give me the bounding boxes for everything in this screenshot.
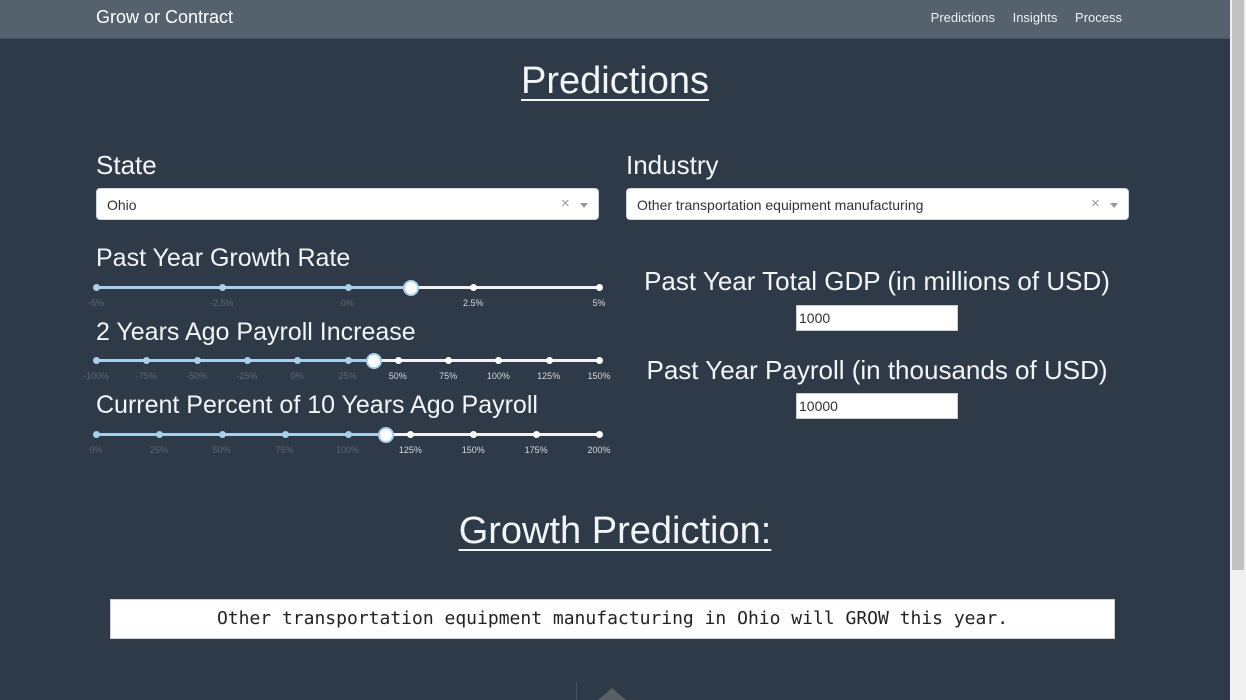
clear-icon[interactable]: × (1091, 195, 1100, 212)
slider-step-dot[interactable] (294, 357, 302, 364)
payroll-increase-slider[interactable]: -100% -75% -50% -25% 0% 25% 50% 75% 100% 125% 150% (83, 351, 611, 381)
top-navbar: Grow or Contract Predictions Insights Pr… (0, 0, 1230, 39)
slider-tick-label: 100% (335, 445, 360, 455)
slider-step-dot[interactable] (243, 357, 251, 364)
slider-step-dot[interactable] (470, 431, 478, 438)
state-selected-value: Ohio (107, 197, 137, 213)
nav-link-insights[interactable]: Insights (1012, 10, 1058, 25)
slider-step-dot[interactable] (218, 431, 226, 438)
slider-tick-label: -5% (87, 298, 105, 308)
ten-year-payroll-slider[interactable]: 0% 25% 50% 75% 100% 125% 150% 175% 200% (89, 425, 611, 455)
slider-track-filled[interactable] (96, 433, 386, 436)
slider-step-dot[interactable] (93, 357, 100, 364)
slider-step-dot[interactable] (596, 357, 603, 364)
slider-step-dot[interactable] (218, 284, 226, 291)
slider-step-dot[interactable] (545, 357, 553, 364)
page-scrollbar[interactable] (1230, 0, 1246, 700)
slider-step-dot[interactable] (93, 431, 100, 438)
chevron-down-icon[interactable] (580, 203, 588, 208)
slider-tick-label: -100% (82, 371, 110, 381)
slider-step-dot[interactable] (495, 357, 503, 364)
slider-tick-label: 100% (486, 371, 510, 381)
slider-step-dot[interactable] (596, 431, 603, 438)
slider-track-filled[interactable] (96, 359, 373, 362)
slider-tick-label: -75% (135, 371, 157, 381)
growth-rate-label: Past Year Growth Rate (96, 244, 351, 272)
industry-label: Industry (626, 150, 719, 180)
slider-step-dot[interactable] (344, 284, 352, 291)
slider-step-dot[interactable] (143, 357, 151, 364)
slider-tick-label: 150% (587, 371, 611, 381)
slider-tick-label: 125% (537, 371, 561, 381)
slider-tick-label: 125% (398, 445, 422, 455)
slider-tick-label: 75% (275, 445, 294, 455)
slider-step-dot[interactable] (155, 431, 163, 438)
nav-link-predictions[interactable]: Predictions (930, 10, 995, 25)
slider-tick-label: 0% (89, 445, 103, 455)
slider-tick-label: 5% (592, 298, 606, 308)
slider-tick-label: 75% (439, 371, 458, 381)
slider-step-dot[interactable] (193, 357, 201, 364)
slider-tick-label: 200% (587, 445, 611, 455)
state-label: State (96, 150, 157, 180)
slider-step-dot[interactable] (533, 431, 541, 438)
slider-tick-label: 150% (461, 445, 485, 455)
slider-tick-label: 0% (290, 371, 304, 381)
slider-handle[interactable] (365, 353, 382, 369)
slider-tick-label: 50% (212, 445, 231, 455)
slider-step-dot[interactable] (394, 357, 402, 364)
slider-handle[interactable] (378, 427, 395, 443)
slider-tick-label: 50% (388, 371, 407, 381)
slider-step-dot[interactable] (344, 431, 352, 438)
slider-step-dot[interactable] (596, 284, 603, 291)
slider-tick-label: -2.5% (209, 298, 234, 308)
slider-step-dot[interactable] (445, 357, 453, 364)
nav-link-process[interactable]: Process (1075, 10, 1122, 25)
payroll-increase-label: 2 Years Ago Payroll Increase (96, 318, 416, 346)
slider-tick-label: -50% (186, 371, 208, 381)
slider-step-dot[interactable] (470, 284, 478, 291)
payroll-label: Past Year Payroll (in thousands of USD) (646, 355, 1108, 385)
slider-handle[interactable] (403, 280, 420, 296)
industry-selected-value: Other transportation equipment manufactu… (637, 197, 924, 213)
prediction-result: Other transportation equipment manufactu… (110, 599, 1115, 639)
divider (576, 682, 577, 700)
brand-title[interactable]: Grow or Contract (96, 7, 234, 27)
slider-tick-label: 175% (524, 445, 548, 455)
state-dropdown[interactable]: Ohio × (96, 188, 599, 220)
slider-tick-label: 0% (340, 298, 355, 308)
gdp-input[interactable] (796, 305, 958, 331)
growth-rate-slider[interactable]: -5% -2.5% 0% 2.5% 5% (88, 278, 606, 308)
slider-tick-label: 2.5% (462, 298, 484, 308)
clear-icon[interactable]: × (561, 195, 570, 212)
slider-step-dot[interactable] (407, 431, 415, 438)
industry-dropdown[interactable]: Other transportation equipment manufactu… (626, 188, 1129, 220)
chevron-down-icon[interactable] (1110, 203, 1118, 208)
payroll-input[interactable] (796, 393, 958, 419)
graph-marker-icon (598, 688, 626, 700)
slider-track-filled[interactable] (96, 286, 411, 289)
slider-tick-label: 25% (149, 445, 168, 455)
prediction-title: Growth Prediction: (458, 510, 772, 552)
page-title: Predictions (521, 60, 709, 102)
slider-step-dot[interactable] (93, 284, 100, 291)
gdp-label: Past Year Total GDP (in millions of USD) (644, 266, 1110, 296)
slider-tick-label: -25% (236, 371, 258, 381)
scrollbar-thumb[interactable] (1232, 0, 1244, 570)
slider-step-dot[interactable] (344, 357, 352, 364)
nav-links: Predictions Insights Process (917, 10, 1122, 25)
ten-year-payroll-label: Current Percent of 10 Years Ago Payroll (96, 391, 538, 419)
slider-step-dot[interactable] (281, 431, 289, 438)
slider-tick-label: 25% (338, 371, 357, 381)
